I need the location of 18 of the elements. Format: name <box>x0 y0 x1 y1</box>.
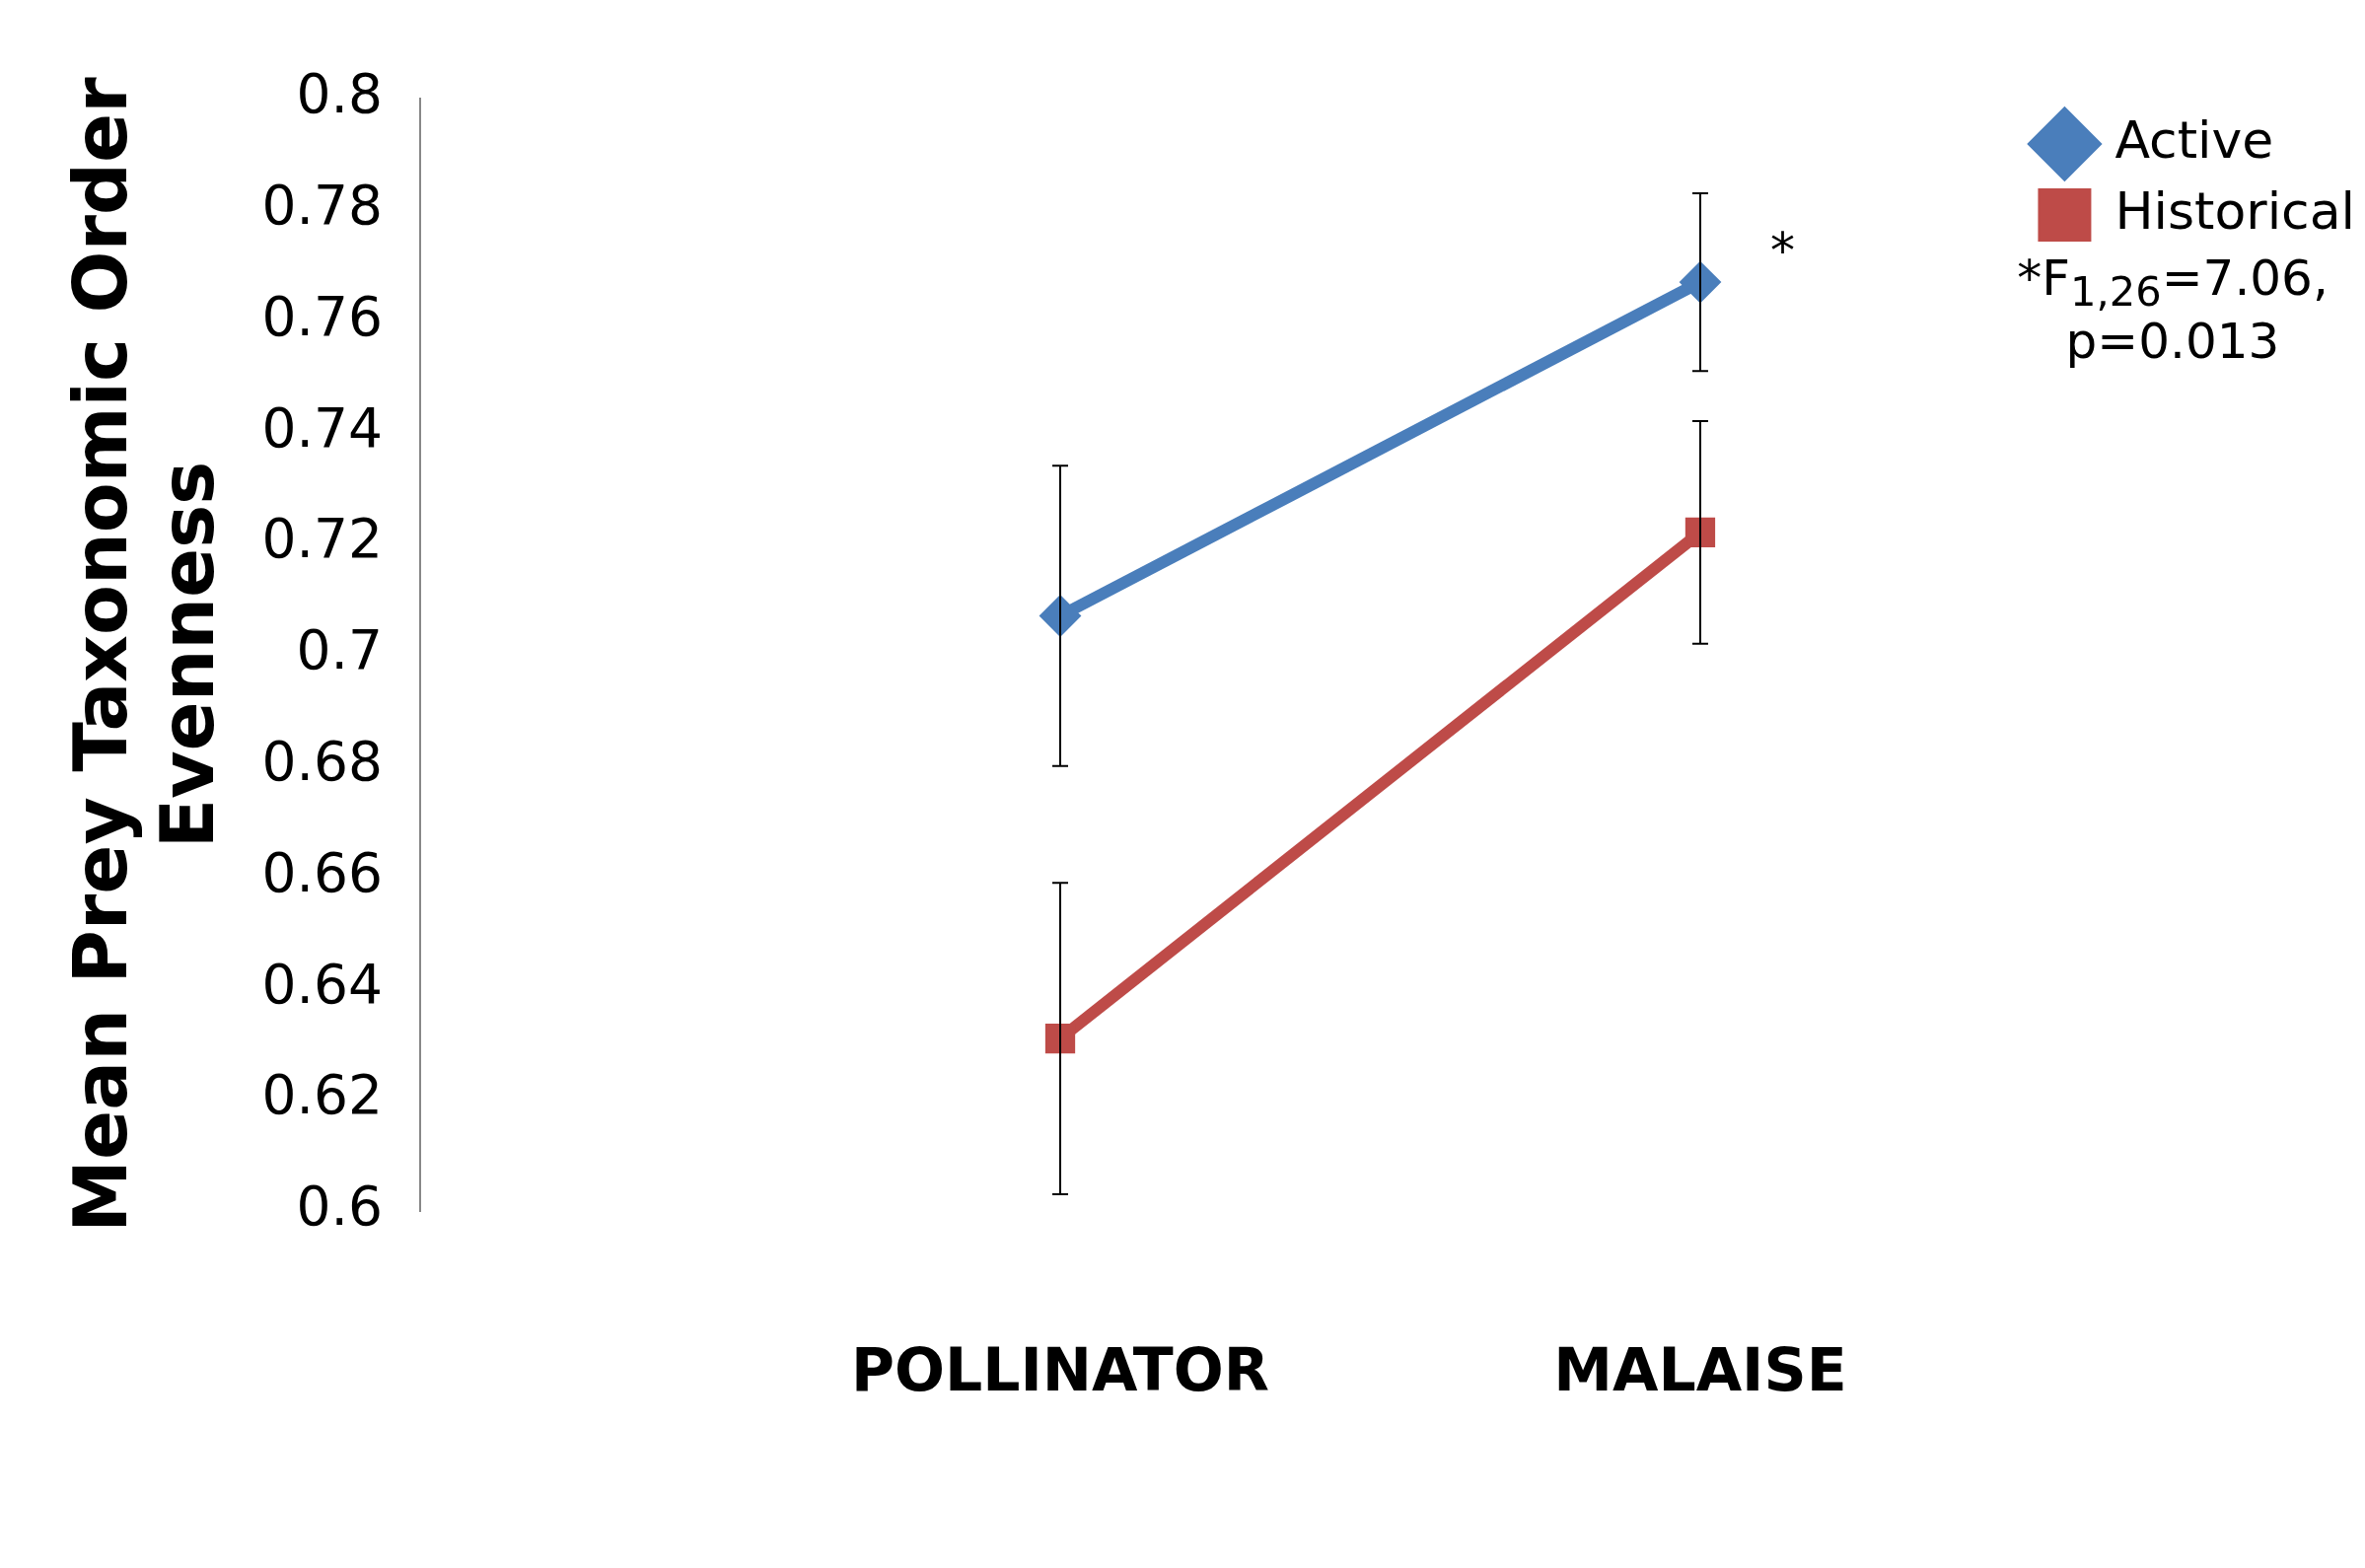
y-tick-label: 0.76 <box>261 284 384 348</box>
y-tick-label: 0.8 <box>296 62 384 126</box>
x-tick-label: MALAISE <box>1553 1334 1847 1404</box>
x-tick-label: POLLINATOR <box>851 1334 1269 1404</box>
y-tick-label: 0.68 <box>261 730 384 794</box>
y-tick-label: 0.62 <box>261 1063 384 1127</box>
annotation: *F$_{1,26}$=7.06, p=0.013 <box>2016 249 2329 370</box>
y-tick-label: 0.64 <box>261 952 384 1016</box>
y-tick-label: 0.78 <box>261 174 384 238</box>
y-tick-label: 0.7 <box>296 618 384 682</box>
legend-label: Active <box>2114 109 2274 170</box>
annotation: * <box>1770 222 1795 279</box>
y-tick-label: 0.6 <box>296 1175 384 1239</box>
y-tick-label: 0.66 <box>261 840 384 904</box>
legend-label: Historical <box>2114 180 2356 241</box>
y-tick-label: 0.72 <box>261 507 384 571</box>
y-tick-label: 0.74 <box>261 395 384 460</box>
y-axis-title: Mean Prey Taxonomic Order Evenness <box>57 76 231 1233</box>
